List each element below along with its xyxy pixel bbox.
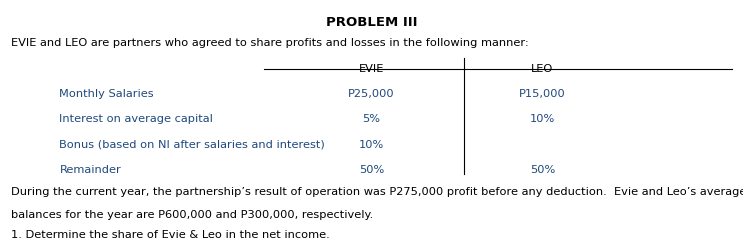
Text: Bonus (based on NI after salaries and interest): Bonus (based on NI after salaries and in… — [59, 140, 325, 150]
Text: Remainder: Remainder — [59, 165, 121, 175]
Text: 50%: 50% — [359, 165, 384, 175]
Text: 50%: 50% — [530, 165, 555, 175]
Text: EVIE: EVIE — [359, 64, 384, 74]
Text: balances for the year are P600,000 and P300,000, respectively.: balances for the year are P600,000 and P… — [11, 210, 374, 220]
Text: 10%: 10% — [530, 114, 555, 124]
Text: During the current year, the partnership’s result of operation was P275,000 prof: During the current year, the partnership… — [11, 187, 743, 197]
Text: Monthly Salaries: Monthly Salaries — [59, 89, 154, 99]
Text: 1. Determine the share of Evie & Leo in the net income.: 1. Determine the share of Evie & Leo in … — [11, 230, 330, 240]
Text: P15,000: P15,000 — [519, 89, 565, 99]
Text: PROBLEM III: PROBLEM III — [325, 16, 418, 29]
Text: 5%: 5% — [363, 114, 380, 124]
Text: Interest on average capital: Interest on average capital — [59, 114, 213, 124]
Text: P25,000: P25,000 — [348, 89, 395, 99]
Text: 10%: 10% — [359, 140, 384, 150]
Text: EVIE and LEO are partners who agreed to share profits and losses in the followin: EVIE and LEO are partners who agreed to … — [11, 38, 529, 48]
Text: LEO: LEO — [531, 64, 554, 74]
